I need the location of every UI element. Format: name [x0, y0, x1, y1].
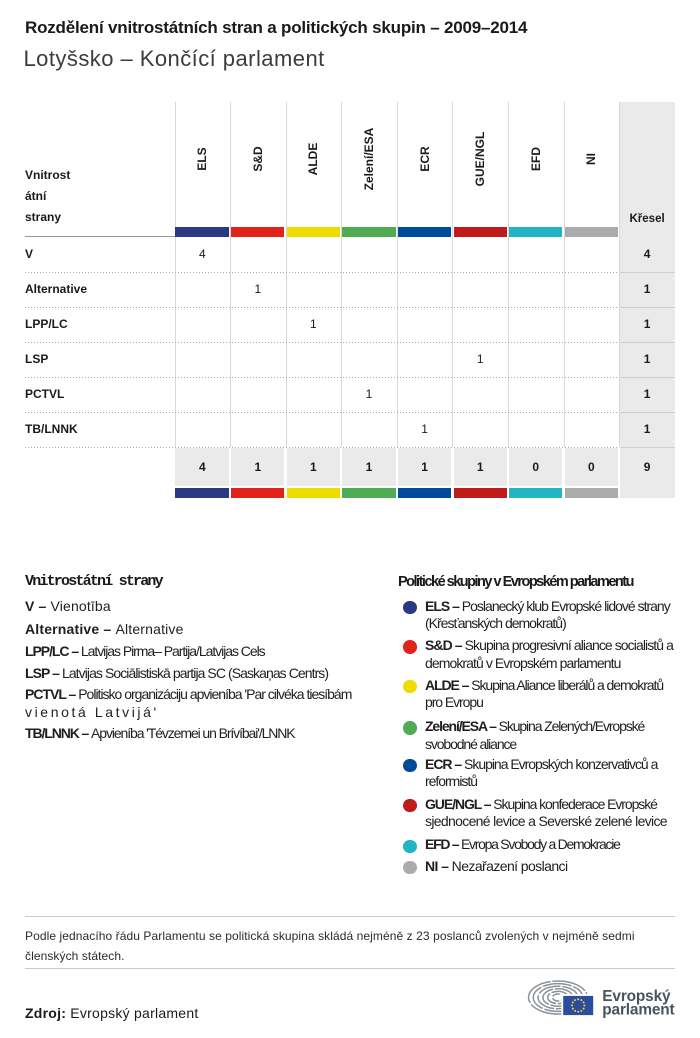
svg-text:Evropský: Evropský [602, 988, 671, 1005]
svg-text:parlament: parlament [602, 1001, 674, 1018]
